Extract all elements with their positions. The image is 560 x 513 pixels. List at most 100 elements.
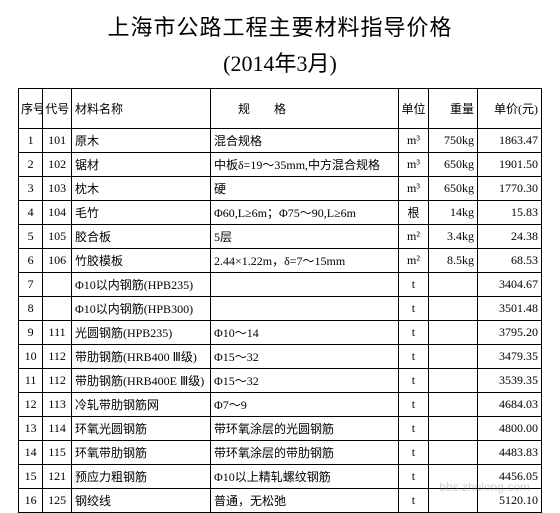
cell-col-price: 4800.00 [477, 417, 541, 441]
cell-col-unit: m³ [398, 153, 429, 177]
cell-col-seq: 4 [19, 201, 43, 225]
cell-col-price: 3795.20 [477, 321, 541, 345]
cell-col-code: 112 [43, 345, 72, 369]
cell-col-price: 3539.35 [477, 369, 541, 393]
cell-col-unit: t [398, 321, 429, 345]
cell-col-seq: 15 [19, 465, 43, 489]
cell-col-weight [429, 273, 478, 297]
table-row: 13114环氧光圆钢筋带环氧涂层的光圆钢筋t4800.00 [19, 417, 542, 441]
cell-col-spec: Φ7～9 [210, 393, 398, 417]
cell-col-weight: 650kg [429, 177, 478, 201]
table-row: 12113冷轧带肋钢筋网Φ7～9t 4684.03 [19, 393, 542, 417]
cell-col-name: 毛竹 [71, 201, 210, 225]
table-row: 16125钢绞线普通，无松弛t5120.10 [19, 489, 542, 513]
cell-col-weight [429, 489, 478, 513]
cell-col-seq: 16 [19, 489, 43, 513]
cell-col-spec: 硬 [210, 177, 398, 201]
cell-col-unit: m² [398, 249, 429, 273]
cell-col-price: 68.53 [477, 249, 541, 273]
cell-col-name: 带肋钢筋(HRB400E Ⅲ级) [71, 369, 210, 393]
col-unit: 单位 [398, 89, 429, 129]
cell-col-name: 预应力粗钢筋 [71, 465, 210, 489]
price-table: 序号 代号 材料名称 规格 单位 重量 单价(元) 1101原木混合规格m³75… [18, 88, 542, 513]
cell-col-code [43, 297, 72, 321]
table-row: 5105胶合板5层m²3.4kg24.38 [19, 225, 542, 249]
cell-col-spec: 中板δ=19～35mm,中方混合规格 [210, 153, 398, 177]
cell-col-name: 原木 [71, 129, 210, 153]
table-body: 1101原木混合规格m³750kg1863.472102锯材中板δ=19～35m… [19, 129, 542, 513]
cell-col-seq: 14 [19, 441, 43, 465]
cell-col-weight: 8.5kg [429, 249, 478, 273]
cell-col-price: 5120.10 [477, 489, 541, 513]
cell-col-unit: t [398, 273, 429, 297]
cell-col-seq: 11 [19, 369, 43, 393]
cell-col-weight [429, 441, 478, 465]
cell-col-price: 24.38 [477, 225, 541, 249]
cell-col-seq: 10 [19, 345, 43, 369]
cell-col-unit: t [398, 489, 429, 513]
cell-col-code: 103 [43, 177, 72, 201]
cell-col-name: Φ10以内钢筋(HPB235) [71, 273, 210, 297]
cell-col-spec [210, 273, 398, 297]
table-row: 2102锯材中板δ=19～35mm,中方混合规格m³650kg1901.50 [19, 153, 542, 177]
cell-col-price: 1863.47 [477, 129, 541, 153]
cell-col-unit: t [398, 465, 429, 489]
col-code: 代号 [43, 89, 72, 129]
cell-col-code: 114 [43, 417, 72, 441]
cell-col-weight [429, 345, 478, 369]
cell-col-seq: 2 [19, 153, 43, 177]
cell-col-spec: 普通，无松弛 [210, 489, 398, 513]
page-subtitle: (2014年3月) [18, 46, 542, 78]
cell-col-unit: t [398, 297, 429, 321]
table-row: 4104毛竹Φ60,L≥6m；Φ75～90,L≥6m根14kg15.83 [19, 201, 542, 225]
cell-col-unit: t [398, 393, 429, 417]
cell-col-code: 113 [43, 393, 72, 417]
cell-col-weight: 3.4kg [429, 225, 478, 249]
cell-col-seq: 13 [19, 417, 43, 441]
cell-col-seq: 1 [19, 129, 43, 153]
cell-col-unit: m³ [398, 129, 429, 153]
cell-col-code [43, 273, 72, 297]
cell-col-price: 4684.03 [477, 393, 541, 417]
col-price: 单价(元) [477, 89, 541, 129]
cell-col-code: 121 [43, 465, 72, 489]
cell-col-unit: t [398, 369, 429, 393]
cell-col-seq: 3 [19, 177, 43, 201]
cell-col-code: 102 [43, 153, 72, 177]
cell-col-spec: 带环氧涂层的带肋钢筋 [210, 441, 398, 465]
page-title: 上海市公路工程主要材料指导价格 [18, 10, 542, 42]
table-row: 1101原木混合规格m³750kg1863.47 [19, 129, 542, 153]
table-row: 11112带肋钢筋(HRB400E Ⅲ级)Φ15～32t 3539.35 [19, 369, 542, 393]
cell-col-spec: 混合规格 [210, 129, 398, 153]
cell-col-spec: Φ15～32 [210, 345, 398, 369]
cell-col-name: 环氧光圆钢筋 [71, 417, 210, 441]
cell-col-spec: Φ10以上精轧螺纹钢筋 [210, 465, 398, 489]
cell-col-code: 125 [43, 489, 72, 513]
table-row: 14115环氧带肋钢筋带环氧涂层的带肋钢筋t4483.83 [19, 441, 542, 465]
cell-col-name: 冷轧带肋钢筋网 [71, 393, 210, 417]
cell-col-unit: t [398, 417, 429, 441]
col-name: 材料名称 [71, 89, 210, 129]
cell-col-code: 115 [43, 441, 72, 465]
cell-col-seq: 12 [19, 393, 43, 417]
table-row: 9111光圆钢筋(HPB235)Φ10～14t3795.20 [19, 321, 542, 345]
table-row: 7Φ10以内钢筋(HPB235)t3404.67 [19, 273, 542, 297]
cell-col-spec: 5层 [210, 225, 398, 249]
cell-col-weight: 14kg [429, 201, 478, 225]
cell-col-code: 112 [43, 369, 72, 393]
cell-col-code: 106 [43, 249, 72, 273]
cell-col-name: 锯材 [71, 153, 210, 177]
cell-col-weight [429, 321, 478, 345]
cell-col-spec [210, 297, 398, 321]
cell-col-spec: Φ10～14 [210, 321, 398, 345]
cell-col-unit: t [398, 345, 429, 369]
cell-col-spec: Φ60,L≥6m；Φ75～90,L≥6m [210, 201, 398, 225]
cell-col-price: 3479.35 [477, 345, 541, 369]
cell-col-price: 15.83 [477, 201, 541, 225]
cell-col-seq: 5 [19, 225, 43, 249]
cell-col-unit: 根 [398, 201, 429, 225]
cell-col-price: 3404.67 [477, 273, 541, 297]
cell-col-weight [429, 465, 478, 489]
cell-col-price: 3501.48 [477, 297, 541, 321]
cell-col-spec: Φ15～32 [210, 369, 398, 393]
